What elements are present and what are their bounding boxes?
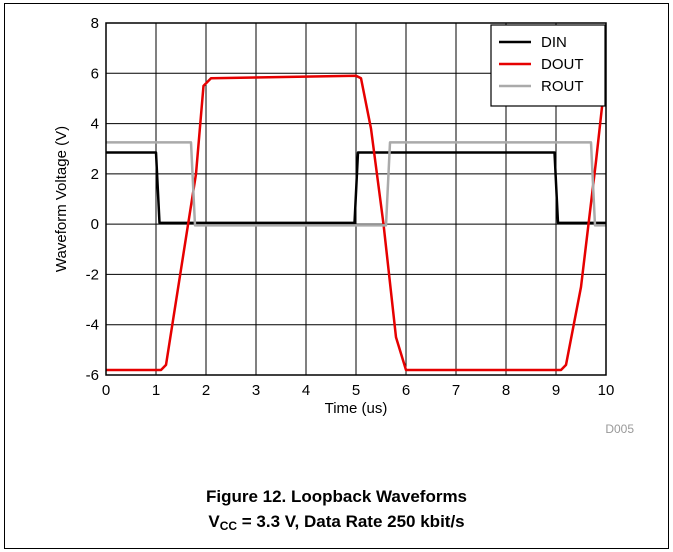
y-tick-label: 4	[91, 116, 99, 133]
series-line-din	[106, 151, 606, 225]
legend-label-dout: DOUT	[541, 56, 584, 73]
figure-code: D005	[605, 422, 634, 436]
x-tick-label: 6	[402, 382, 410, 399]
legend-label-rout: ROUT	[541, 78, 584, 95]
y-tick-label: 8	[91, 15, 99, 32]
caption-v: V	[208, 512, 220, 531]
x-tick-labels: 0 1 2 3 4 5 6 7 8 9 10	[102, 382, 615, 399]
series-line-rout	[106, 141, 606, 227]
y-tick-label: -4	[86, 317, 99, 334]
x-tick-label: 4	[302, 382, 310, 399]
figure-caption-title: Figure 12. Loopback Waveforms	[205, 487, 468, 506]
legend-box	[490, 24, 606, 107]
series-line-dout	[106, 74, 605, 372]
figure-frame	[4, 3, 669, 549]
caption-rest: = 3.3 V, Data Rate 250 kbit/s	[237, 512, 465, 531]
y-axis-label: Waveform Voltage (V)	[53, 126, 70, 272]
figure-caption-conditions: VCC = 3.3 V, Data Rate 250 kbit/s	[0, 512, 673, 533]
y-tick-label: -6	[86, 367, 99, 384]
x-tick-label: 3	[252, 382, 260, 399]
y-tick-label: 0	[91, 216, 99, 233]
y-tick-labels: -6 -4 -2 0 2 4 6 8	[86, 15, 99, 384]
x-tick-label: 1	[152, 382, 160, 399]
y-tick-label: 6	[91, 65, 99, 82]
x-tick-label: 9	[552, 382, 560, 399]
x-tick-label: 10	[598, 382, 615, 399]
x-tick-label: 5	[352, 382, 360, 399]
x-tick-label: 7	[452, 382, 460, 399]
legend-label-din: DIN	[541, 34, 567, 51]
plot-area-border	[105, 22, 607, 376]
x-tick-label: 0	[102, 382, 110, 399]
legend: DIN DOUT ROUT	[490, 24, 606, 107]
y-tick-label: -2	[86, 266, 99, 283]
y-tick-label: 2	[91, 166, 99, 183]
caption-subscript: CC	[219, 519, 238, 533]
series-lines	[106, 74, 606, 372]
x-axis-label: Time (us)	[325, 400, 388, 417]
loopback-waveform-chart: 0 1 2 3 4 5 6 7 8 9 10 -6 -4 -2 0 2 4 6 8 Time (us) Wavef…	[53, 15, 634, 436]
x-tick-label: 8	[502, 382, 510, 399]
x-tick-label: 2	[202, 382, 210, 399]
